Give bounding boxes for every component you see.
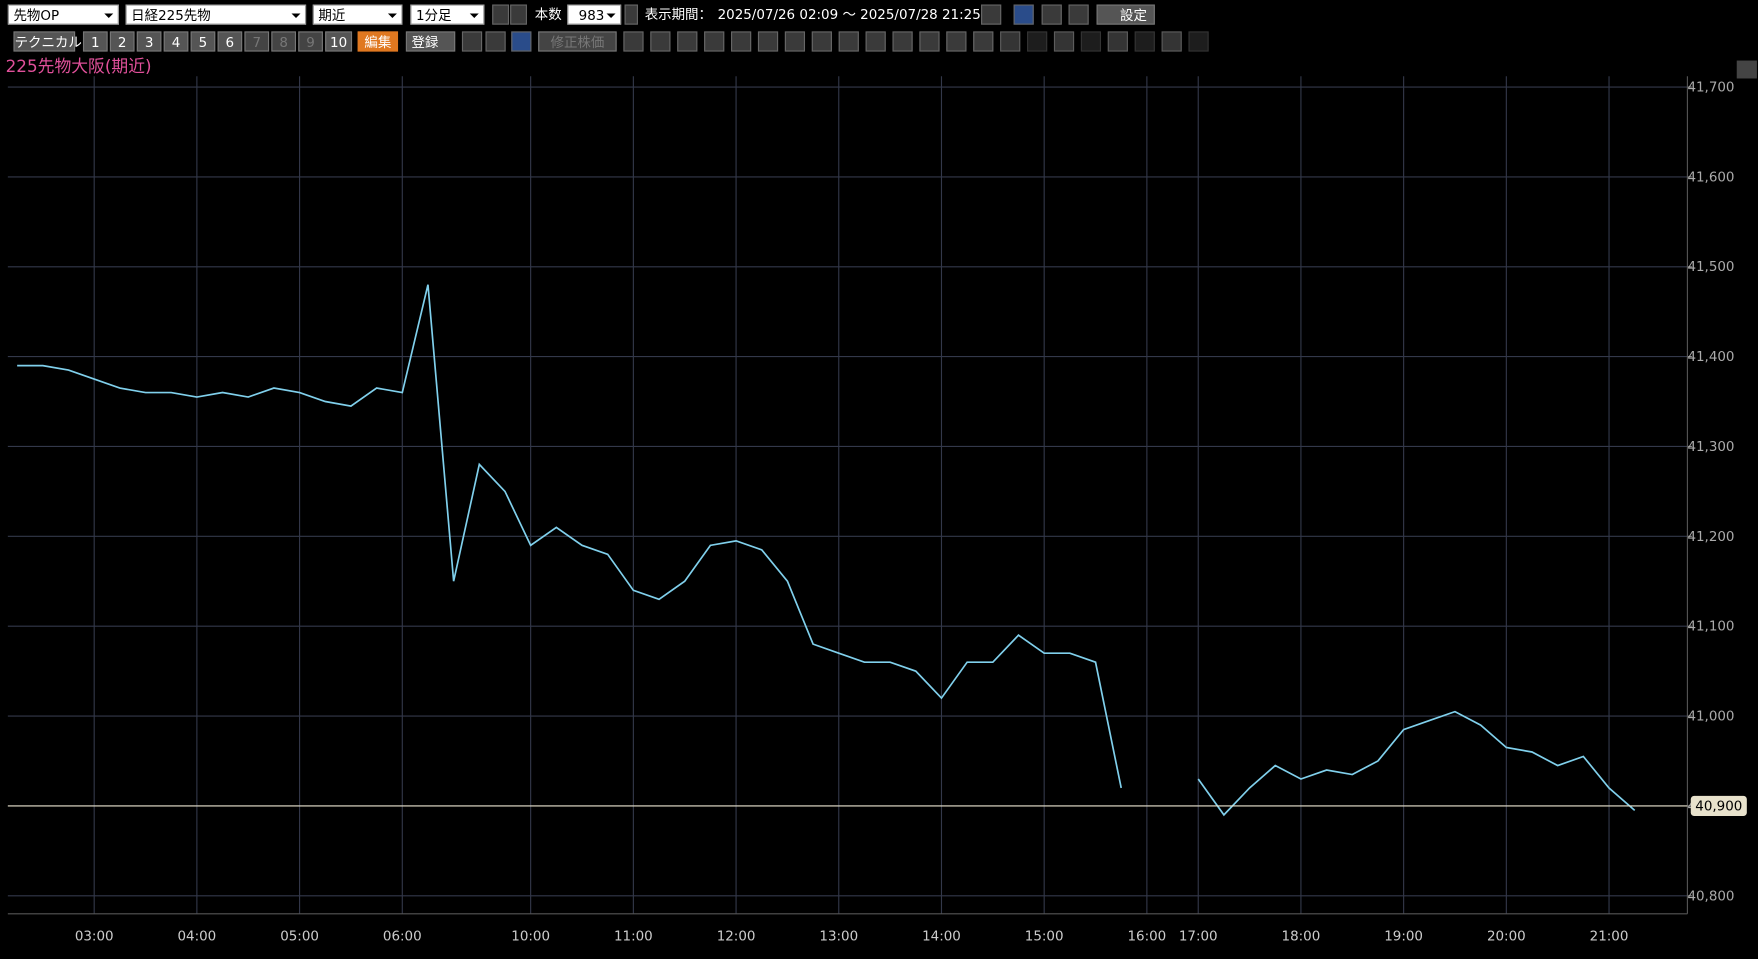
x-tick-label: 20:00 — [1487, 930, 1526, 945]
x-tick-label: 13:00 — [819, 930, 858, 945]
drawing-tool-icon[interactable] — [623, 31, 644, 52]
drawing-tool-icon[interactable] — [650, 31, 671, 52]
market-select[interactable]: 先物OP — [7, 4, 119, 25]
settings-button[interactable]: 設定 — [1096, 4, 1155, 25]
slot-button[interactable]: 4 — [163, 31, 189, 52]
x-tick-label: 10:00 — [511, 930, 550, 945]
slot-button[interactable]: 2 — [109, 31, 135, 52]
crosshair-icon[interactable] — [511, 31, 532, 52]
last-price-box — [1690, 795, 1747, 817]
drawing-tool-icon[interactable] — [1161, 31, 1182, 52]
last-price-label: 40,900 — [1695, 799, 1742, 814]
drawing-tool-icon[interactable] — [677, 31, 698, 52]
contract-select[interactable]: 期近 — [312, 4, 403, 25]
y-tick-label: 41,600 — [1687, 170, 1734, 185]
print-icon[interactable] — [1041, 4, 1062, 25]
drawing-tool-icon[interactable] — [731, 31, 752, 52]
drawing-tool-icon[interactable] — [757, 31, 779, 52]
x-tick-label: 12:00 — [717, 930, 756, 945]
interval-select[interactable]: 1分足 — [410, 4, 485, 25]
reset-icon[interactable] — [981, 4, 1002, 25]
zoom-in-icon[interactable] — [461, 31, 483, 52]
drawing-tool-icon[interactable] — [784, 31, 806, 52]
x-tick-label: 15:00 — [1025, 930, 1064, 945]
drawing-tool-icon[interactable] — [704, 31, 725, 52]
drawing-tool-icon[interactable] — [1053, 31, 1075, 52]
count-input[interactable]: 983 — [567, 4, 622, 25]
drawing-tool-icon[interactable] — [1080, 31, 1102, 52]
chart-icon[interactable] — [1013, 4, 1034, 25]
y-tick-label: 41,100 — [1687, 620, 1734, 635]
drawing-tool-icon[interactable] — [1027, 31, 1048, 52]
x-tick-label: 18:00 — [1282, 930, 1321, 945]
drawing-tool-icon[interactable] — [1000, 31, 1021, 52]
x-tick-label: 17:00 — [1179, 930, 1218, 945]
x-tick-label: 04:00 — [178, 930, 217, 945]
prev-button[interactable] — [492, 4, 510, 25]
drawing-tool-icon[interactable] — [919, 31, 940, 52]
drawing-tool-icon[interactable] — [1134, 31, 1155, 52]
slot-button[interactable]: 10 — [325, 31, 353, 52]
next-button[interactable] — [510, 4, 527, 25]
slot-button: 7 — [244, 31, 270, 52]
export-icon[interactable] — [1068, 4, 1089, 25]
y-tick-label: 41,500 — [1687, 260, 1734, 275]
drawing-tool-icon[interactable] — [811, 31, 832, 52]
drawing-tool-icon[interactable] — [973, 31, 994, 52]
count-label: 本数 — [534, 6, 562, 23]
drawing-tool-icon[interactable] — [892, 31, 913, 52]
drawing-tool-icon[interactable] — [838, 31, 859, 52]
y-tick-label: 41,300 — [1687, 440, 1734, 455]
drawing-tool-icon[interactable] — [946, 31, 967, 52]
x-tick-label: 05:00 — [280, 930, 319, 945]
y-tick-label: 40,800 — [1687, 889, 1734, 904]
technical-button[interactable]: テクニカル — [13, 31, 82, 52]
symbol-select[interactable]: 日経225先物 — [125, 4, 307, 25]
count-spin[interactable] — [624, 4, 638, 25]
chart-title: 225先物大阪(期近) — [6, 56, 152, 76]
y-tick-label: 41,400 — [1687, 350, 1734, 365]
drawing-tool-icon[interactable] — [1107, 31, 1128, 52]
register-button[interactable]: 登録 — [405, 31, 456, 52]
period-label: 表示期間： — [644, 6, 712, 23]
adjusted-select: 修正株価 — [538, 31, 617, 52]
slot-button: 9 — [298, 31, 323, 52]
y-tick-label: 41,200 — [1687, 530, 1734, 545]
x-tick-label: 03:00 — [75, 930, 114, 945]
price-line — [17, 284, 1636, 817]
x-tick-label: 21:00 — [1590, 930, 1629, 945]
zoom-out-icon[interactable] — [485, 31, 506, 52]
x-tick-label: 19:00 — [1384, 930, 1423, 945]
slot-button[interactable]: 1 — [82, 31, 108, 52]
edit-button[interactable]: 編集 — [357, 31, 399, 52]
drawing-tool-icon[interactable] — [865, 31, 886, 52]
drawing-tool-icon[interactable] — [1188, 31, 1209, 52]
x-tick-label: 16:00 — [1128, 930, 1167, 945]
x-tick-label: 11:00 — [614, 930, 653, 945]
slot-button[interactable]: 6 — [217, 31, 243, 52]
x-tick-label: 06:00 — [383, 930, 422, 945]
y-tick-label: 41,000 — [1687, 710, 1734, 725]
x-tick-label: 14:00 — [922, 930, 961, 945]
slot-button[interactable]: 3 — [136, 31, 162, 52]
y-tick-label: 41,700 — [1687, 81, 1734, 96]
period: 2025/07/26 02:09 ～ 2025/07/28 21:25 — [717, 6, 981, 23]
slot-button: 8 — [271, 31, 296, 52]
collapse-button[interactable] — [1736, 60, 1757, 79]
slot-button[interactable]: 5 — [190, 31, 216, 52]
